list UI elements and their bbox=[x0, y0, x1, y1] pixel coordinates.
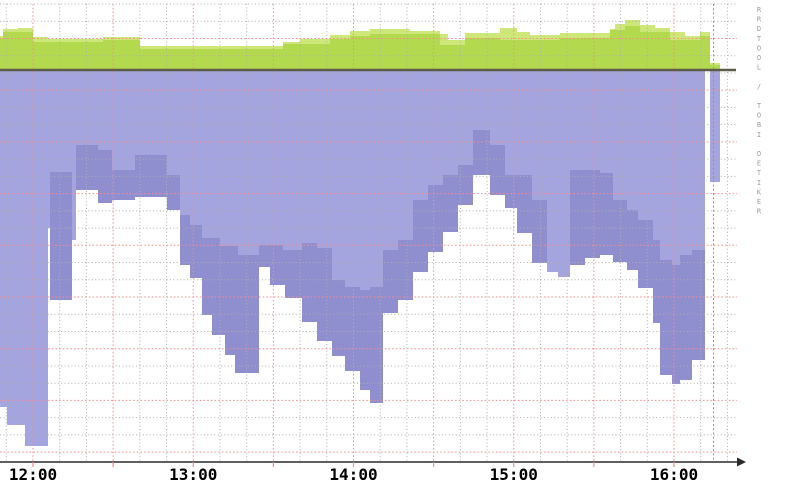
rrdtool-watermark: RRDTOOL / TOBI OETIKER bbox=[755, 6, 763, 218]
x-axis-label: 14:00 bbox=[329, 465, 378, 484]
x-axis-label: 13:00 bbox=[169, 465, 218, 484]
x-axis-label: 12:00 bbox=[8, 465, 58, 484]
area-series-group bbox=[0, 20, 720, 446]
x-axis-label: 15:00 bbox=[489, 465, 538, 484]
purple-avg-area bbox=[0, 70, 720, 446]
x-axis-arrow bbox=[737, 457, 746, 467]
x-axis-ticks bbox=[32, 462, 675, 467]
x-axis-label: 16:00 bbox=[649, 465, 699, 484]
gridlines bbox=[0, 3, 737, 462]
